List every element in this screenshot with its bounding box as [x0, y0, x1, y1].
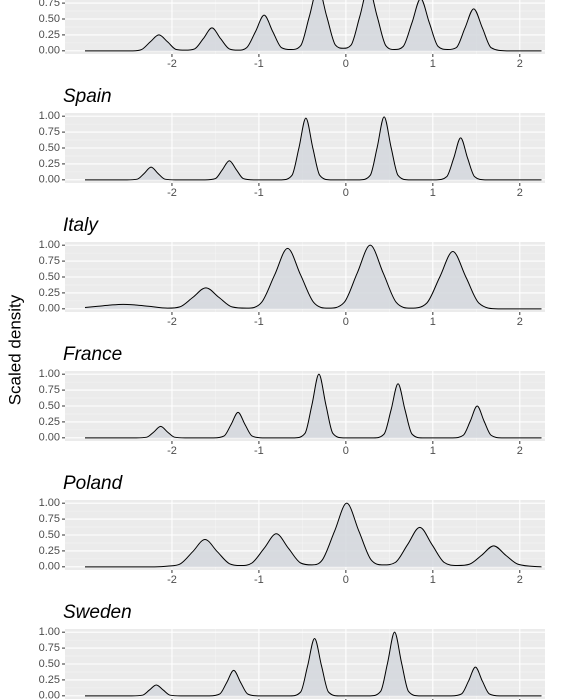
density-line: [84, 502, 542, 568]
y-tick-label: 0.00: [39, 303, 60, 315]
area-fill: [85, 632, 542, 696]
x-tick-label: -1: [254, 445, 264, 457]
y-tick-label: 0.25: [39, 416, 60, 428]
y-tick-label: 0.50: [39, 142, 60, 154]
y-tick-label: 0.75: [39, 0, 60, 9]
density-line: [84, 244, 542, 310]
density-line: [84, 373, 542, 439]
panel-title: Poland: [63, 473, 124, 494]
y-tick-label: 0.00: [39, 561, 60, 573]
y-tick-label: 1.00: [39, 368, 60, 380]
x-tick-label: 1: [430, 58, 436, 70]
x-tick-label: 1: [430, 316, 436, 328]
x-tick-label: -2: [167, 187, 177, 199]
y-tick-label: 0.75: [39, 126, 60, 138]
x-tick-label: 2: [517, 445, 523, 457]
density-line: [84, 631, 542, 697]
x-tick-label: -2: [167, 316, 177, 328]
y-tick-label: 0.00: [39, 45, 60, 57]
x-tick-label: -1: [254, 58, 264, 70]
y-tick-label: 0.75: [39, 384, 60, 396]
panel-title: France: [63, 344, 122, 365]
y-tick-label: 0.25: [39, 29, 60, 41]
panel-title: Sweden: [63, 602, 132, 623]
y-tick-label: 0.50: [39, 13, 60, 25]
x-tick-label: 2: [517, 187, 523, 199]
x-tick-label: -2: [167, 445, 177, 457]
x-tick-label: 2: [517, 574, 523, 586]
x-tick-label: 2: [517, 316, 523, 328]
x-tick-label: -2: [167, 574, 177, 586]
y-tick-label: 0.50: [39, 271, 60, 283]
panel-title: Italy: [63, 215, 99, 236]
area-fill: [85, 0, 542, 51]
area-fill: [85, 245, 542, 309]
x-tick-label: 0: [343, 316, 349, 328]
y-tick-label: 0.25: [39, 287, 60, 299]
y-tick-label: 0.50: [39, 658, 60, 670]
density-line: [85, 116, 542, 181]
y-tick-label: 0.50: [39, 529, 60, 541]
y-tick-label: 0.75: [39, 513, 60, 525]
y-tick-label: 1.00: [39, 626, 60, 638]
y-tick-label: 0.75: [39, 642, 60, 654]
x-tick-label: 0: [343, 574, 349, 586]
y-tick-label: 0.25: [39, 674, 60, 686]
x-tick-label: -1: [254, 187, 264, 199]
x-tick-label: 1: [430, 187, 436, 199]
x-tick-label: 1: [430, 445, 436, 457]
y-tick-label: 0.00: [39, 432, 60, 444]
y-tick-label: 0.25: [39, 545, 60, 557]
area-fill: [85, 503, 542, 567]
y-tick-label: 0.00: [39, 690, 60, 700]
density-line: [85, 0, 542, 52]
x-tick-label: -1: [254, 316, 264, 328]
x-tick-label: -1: [254, 574, 264, 586]
x-tick-label: 2: [517, 58, 523, 70]
y-tick-label: 1.00: [39, 110, 60, 122]
panel-title: Spain: [63, 86, 112, 107]
y-tick-label: 0.75: [39, 255, 60, 267]
area-fill: [85, 374, 542, 438]
x-tick-label: 1: [430, 574, 436, 586]
y-tick-label: 0.50: [39, 400, 60, 412]
x-tick-label: -2: [167, 58, 177, 70]
y-tick-label: 1.00: [39, 239, 60, 251]
area-fill: [85, 116, 542, 180]
y-tick-label: 0.00: [39, 174, 60, 186]
x-tick-label: 0: [343, 445, 349, 457]
x-tick-label: 0: [343, 58, 349, 70]
y-axis-label: Scaled density: [5, 294, 24, 405]
y-tick-label: 1.00: [39, 497, 60, 509]
x-tick-label: 0: [343, 187, 349, 199]
y-tick-label: 0.25: [39, 158, 60, 170]
